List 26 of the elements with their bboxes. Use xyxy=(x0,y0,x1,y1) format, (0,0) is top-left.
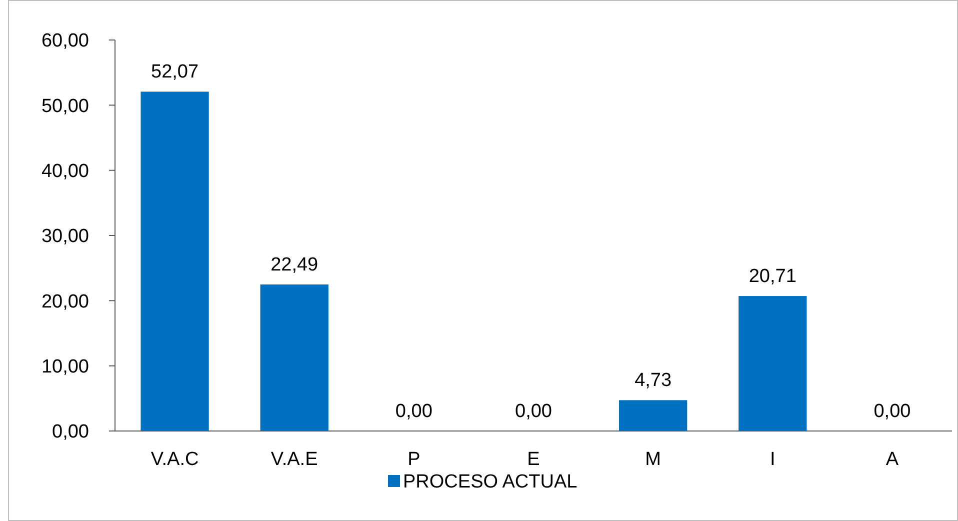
bar xyxy=(618,400,688,431)
bar xyxy=(260,284,328,431)
y-tick-label: 20,00 xyxy=(41,291,89,312)
data-label: 0,00 xyxy=(874,401,911,422)
bar xyxy=(140,92,209,431)
x-tick-label: E xyxy=(527,449,540,470)
x-tick-label: P xyxy=(408,449,420,470)
data-label: 4,73 xyxy=(634,370,672,392)
x-tick-label: V.A.E xyxy=(270,449,318,470)
legend-label: PROCESO ACTUAL xyxy=(403,472,578,493)
data-label: 20,71 xyxy=(748,266,796,288)
data-label: 52,07 xyxy=(151,62,199,83)
y-tick-label: 40,00 xyxy=(41,160,89,182)
x-tick-label: V.A.C xyxy=(150,449,199,470)
y-tick-label: 50,00 xyxy=(41,96,89,117)
y-tick-label: 0,00 xyxy=(52,422,89,443)
data-label: 0,00 xyxy=(515,401,552,422)
y-tick-label: 30,00 xyxy=(41,226,89,248)
data-label: 22,49 xyxy=(270,254,318,276)
x-tick-label: M xyxy=(645,449,661,470)
bar xyxy=(738,296,807,431)
x-tick-label: I xyxy=(770,449,776,470)
data-label: 0,00 xyxy=(395,401,432,422)
y-tick-label: 10,00 xyxy=(41,356,89,378)
x-tick-label: A xyxy=(886,449,899,470)
y-tick-label: 60,00 xyxy=(41,30,89,52)
